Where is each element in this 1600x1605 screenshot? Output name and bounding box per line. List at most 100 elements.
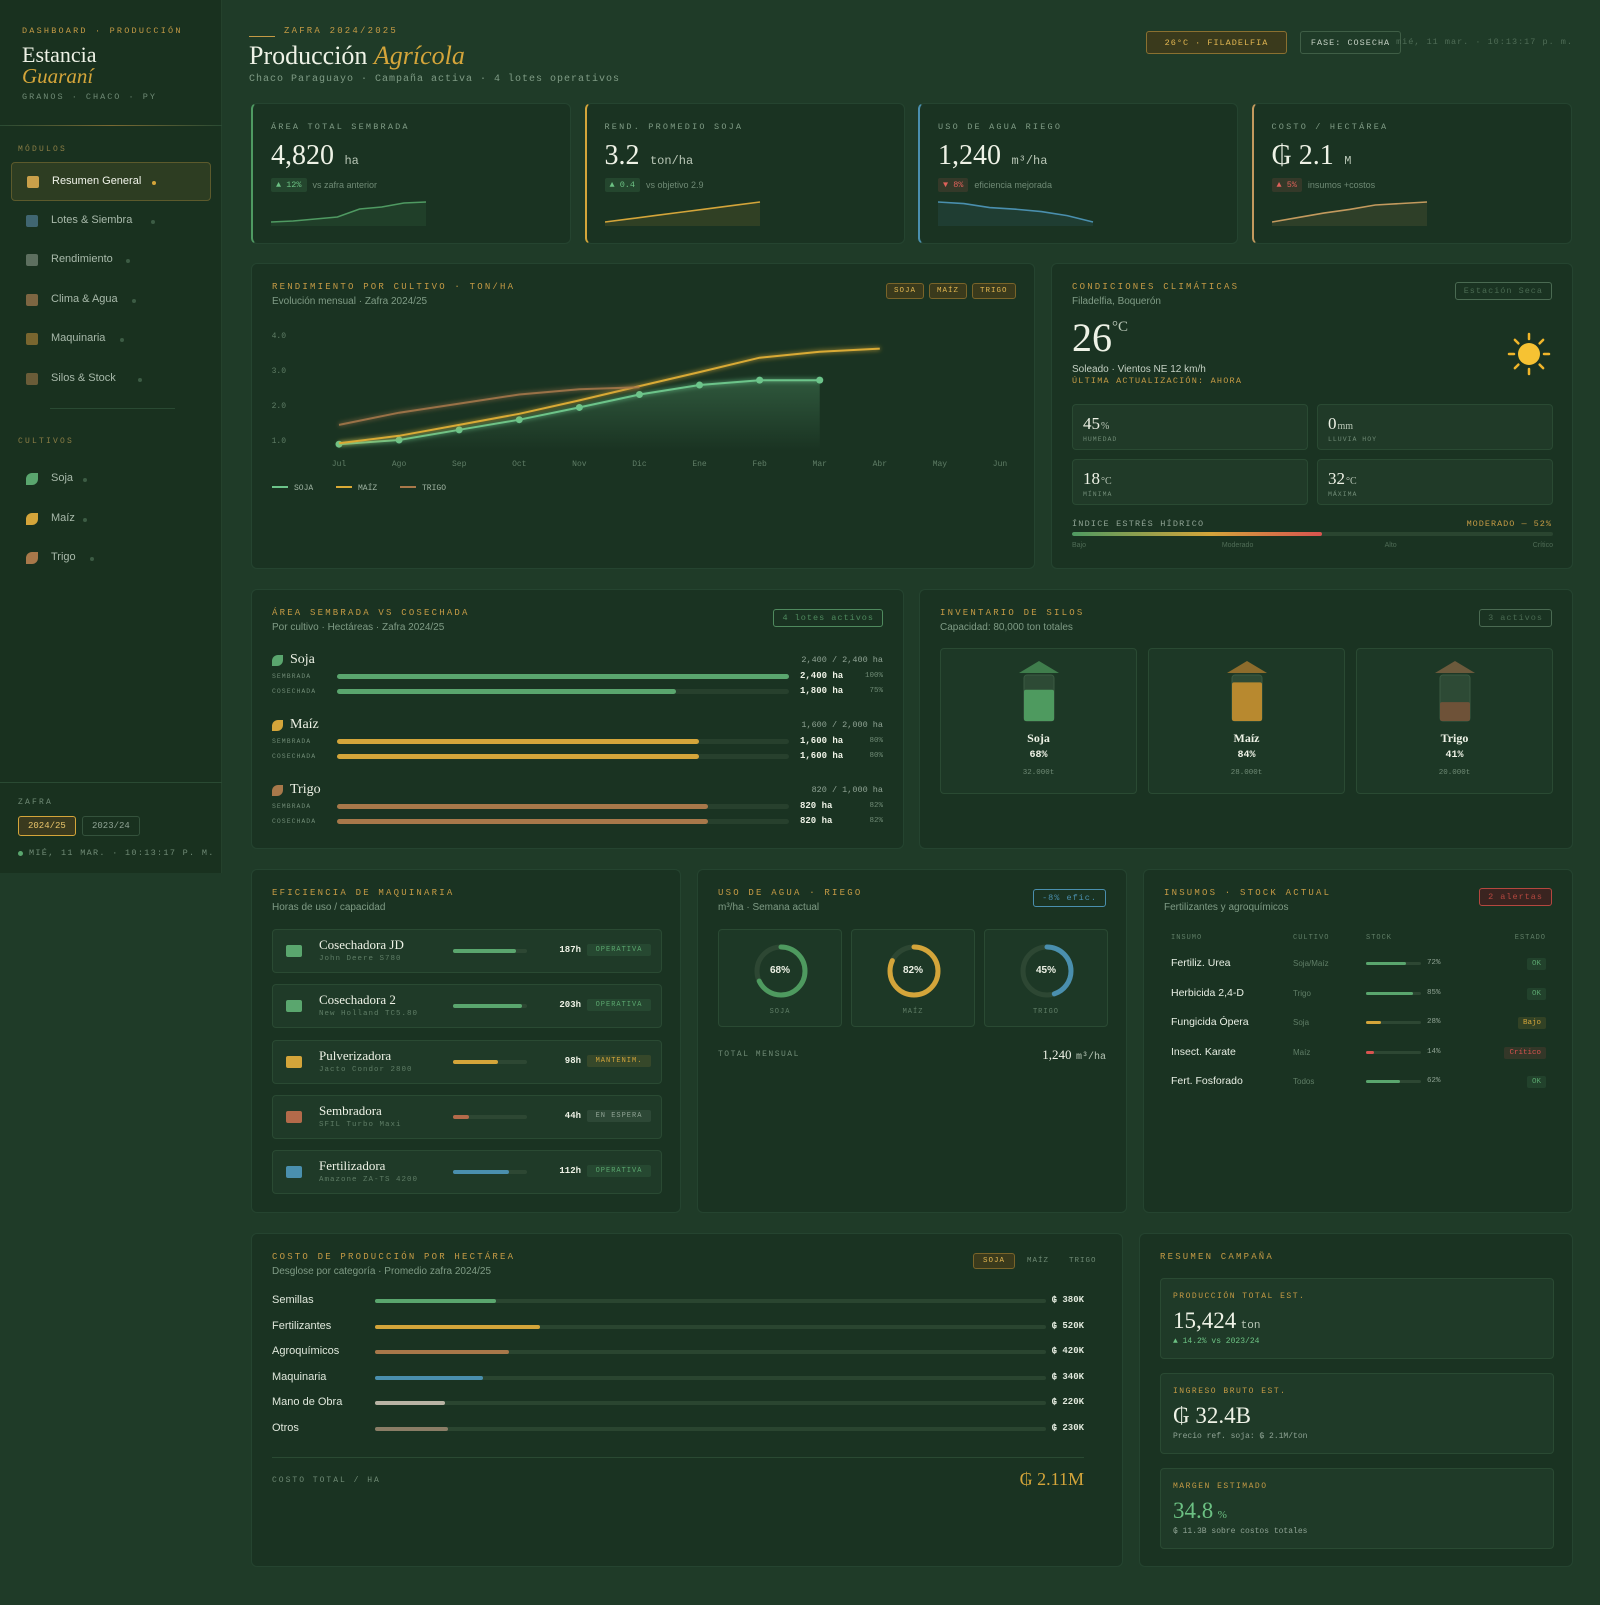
weather-tile: 45% HUMEDAD bbox=[1072, 404, 1308, 450]
nav-icon bbox=[26, 512, 38, 525]
kpi-unit: m³/ha bbox=[1011, 154, 1048, 168]
tile-label: LLUVIA HOY bbox=[1328, 436, 1378, 443]
sun-core bbox=[1518, 343, 1540, 365]
space bbox=[334, 151, 338, 168]
kpi-delta: ▲ 5% bbox=[1271, 178, 1302, 192]
nav-item[interactable]: Silos & Stock bbox=[11, 360, 211, 399]
panel-title: RESUMEN CAMPAÑA bbox=[1160, 1252, 1275, 1262]
tile-value: 18 bbox=[1083, 469, 1100, 488]
stock-track bbox=[1366, 991, 1421, 995]
nav-item[interactable]: Soja bbox=[11, 460, 211, 499]
nav-item[interactable]: Maíz bbox=[11, 500, 211, 539]
stress-scale-label: Alto bbox=[1384, 542, 1397, 549]
cost-bar bbox=[375, 1427, 449, 1431]
crop-tab[interactable]: SOJA bbox=[973, 1253, 1016, 1269]
cost-value: ₲ 420K bbox=[1051, 1346, 1084, 1357]
series-toggle[interactable]: MAÍZ bbox=[929, 283, 968, 299]
input-status: OK bbox=[1526, 958, 1546, 970]
summary-value: 34.8 bbox=[1173, 1498, 1214, 1523]
costs-panel: COSTO DE PRODUCCIÓN POR HECTÁREA Desglose… bbox=[251, 1233, 1123, 1567]
panel-subtitle: Fertilizantes y agroquímicos bbox=[1164, 902, 1289, 913]
series-toggle[interactable]: TRIGO bbox=[972, 283, 1016, 299]
machine-model: Jacto Condor 2800 bbox=[319, 1065, 413, 1074]
stock-bar bbox=[1366, 1021, 1382, 1024]
stock-bar bbox=[1366, 991, 1413, 995]
divider bbox=[0, 125, 222, 126]
input-crop: Maíz bbox=[1293, 1047, 1311, 1057]
crop-tab[interactable]: TRIGO bbox=[1069, 1257, 1097, 1265]
stock-bar bbox=[1366, 962, 1406, 965]
kpi-label: USO DE AGUA RIEGO bbox=[938, 122, 1063, 132]
stock-track bbox=[1366, 962, 1421, 965]
nav-dot bbox=[126, 259, 131, 263]
panel-title: INSUMOS · STOCK ACTUAL bbox=[1164, 888, 1332, 898]
x-tick-label: Oct bbox=[512, 460, 526, 469]
summary-note: ₲ 11.3B sobre costos totales bbox=[1173, 1527, 1308, 1536]
series-marker bbox=[635, 391, 643, 398]
machine-row: Pulverizadora Jacto Condor 2800 98h MANTENI… bbox=[272, 1039, 662, 1084]
tile-value: 45 bbox=[1083, 414, 1100, 433]
legend-label: SOJA bbox=[294, 484, 313, 493]
nav-dot bbox=[120, 338, 124, 342]
bar bbox=[337, 739, 699, 744]
input-name: Fertiliz. Urea bbox=[1171, 957, 1231, 969]
donut-label: 45% bbox=[1035, 965, 1056, 976]
x-tick-label: Jul bbox=[332, 460, 347, 469]
zafra-pill[interactable]: 2024/25 bbox=[18, 816, 76, 836]
machine-name: Cosechadora JD bbox=[319, 937, 404, 952]
nav-icon bbox=[26, 552, 38, 564]
usage-track bbox=[453, 1004, 527, 1009]
nav-item[interactable]: Rendimiento bbox=[11, 241, 211, 280]
nav-item[interactable]: Maquinaria bbox=[11, 320, 211, 359]
input-name: Insect. Karate bbox=[1171, 1045, 1236, 1058]
summary-unit: % bbox=[1217, 1509, 1227, 1521]
series-toggle[interactable]: SOJA bbox=[886, 283, 925, 299]
series-marker bbox=[816, 376, 824, 384]
kpi-card: COSTO / HECTÁREA ₲ 2.1 M ▲ 5% insumos +cost… bbox=[1251, 103, 1572, 244]
nav-item[interactable]: Lotes & Siembra bbox=[11, 202, 211, 241]
row-label: COSECHADA bbox=[272, 818, 317, 825]
silo bbox=[1435, 661, 1475, 722]
machine-icon bbox=[286, 1000, 302, 1013]
silo-capacity: 20.000t bbox=[1438, 769, 1471, 777]
total-value: ₲ 2.11M bbox=[1019, 1469, 1084, 1489]
title: Producción bbox=[249, 41, 368, 70]
sun-ray bbox=[1538, 363, 1545, 370]
stock-label: 85% bbox=[1427, 988, 1441, 997]
nav-item[interactable]: Trigo bbox=[11, 539, 211, 578]
nav-item[interactable]: Resumen General bbox=[11, 162, 211, 201]
panel-subtitle: Filadelfia, Boquerón bbox=[1072, 296, 1161, 307]
donut-label: 68% bbox=[769, 965, 790, 976]
bar-track bbox=[337, 739, 789, 744]
kpi-delta: ▲ 0.4 bbox=[604, 178, 641, 192]
kpi-value: 3.2 bbox=[604, 140, 640, 171]
total-label: COSTO TOTAL / HA bbox=[272, 1476, 381, 1485]
cost-bar bbox=[375, 1375, 484, 1380]
crop-name: Maíz bbox=[290, 717, 319, 732]
page-subtitle: Chaco Paraguayo · Campaña activa · 4 lot… bbox=[249, 74, 621, 85]
stress-scale-label: Bajo bbox=[1072, 542, 1087, 549]
weather-desc: Soleado · Vientos NE 12 km/h bbox=[1072, 364, 1206, 375]
sparkline-line bbox=[938, 201, 1094, 223]
tile-value-row: 0mm bbox=[1328, 414, 1353, 434]
kpi-delta-row: ▼ 8% eficiencia mejorada bbox=[938, 178, 1052, 192]
x-tick-label: Feb bbox=[752, 460, 767, 469]
nav-dot bbox=[138, 377, 143, 382]
bar-track bbox=[337, 804, 789, 809]
input-status: OK bbox=[1526, 987, 1546, 1000]
timestamp: MIÉ, 11 MAR. · 10:13:17 P. M. bbox=[29, 848, 215, 858]
nav-item[interactable]: Clima & Agua bbox=[11, 281, 211, 320]
tile-value-row: 32°C bbox=[1328, 469, 1357, 489]
donut-name: MAÍZ bbox=[902, 1008, 924, 1016]
legend-label: MAÍZ bbox=[358, 484, 377, 493]
tile-unit: °C bbox=[1346, 476, 1357, 487]
nav-icon bbox=[26, 473, 38, 485]
machine-model: John Deere S780 bbox=[319, 955, 402, 963]
zafra-pill[interactable]: 2023/24 bbox=[82, 816, 140, 836]
crop-tab[interactable]: MAÍZ bbox=[1027, 1257, 1050, 1265]
nav-dot bbox=[83, 517, 88, 522]
machine-hours: 98h bbox=[564, 1055, 581, 1066]
space bbox=[1001, 151, 1005, 168]
silo-capacity: 28.000t bbox=[1230, 769, 1263, 777]
divider bbox=[272, 1457, 1084, 1458]
